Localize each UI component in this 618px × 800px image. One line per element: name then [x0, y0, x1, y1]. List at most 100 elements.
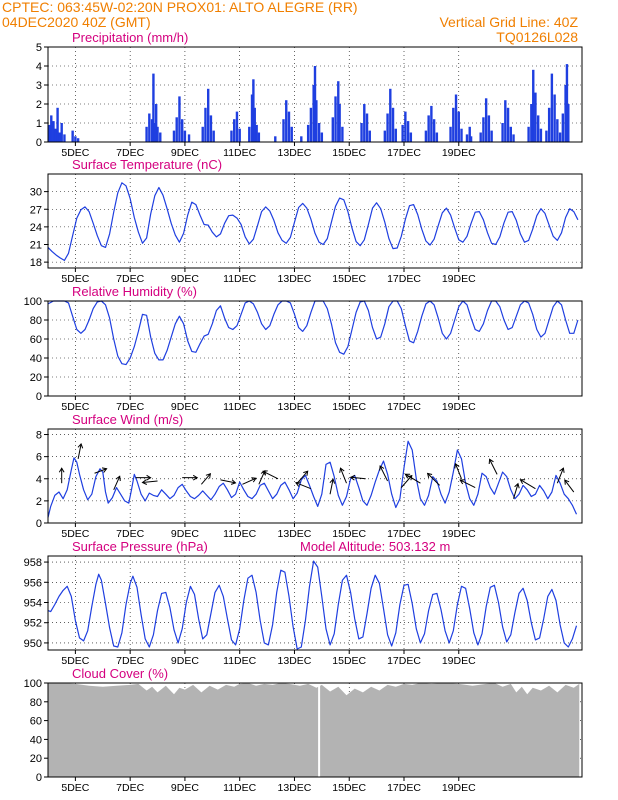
cloud-area [48, 683, 580, 777]
precip-bar [365, 113, 369, 142]
panel-rh: Relative Humidity (%) 0 20 40 60 80 100 5DEC 7DE… [24, 284, 583, 413]
panel-temp: Surface Temperature (nC) 18 21 24 27 30 5DEC 7D… [30, 157, 583, 285]
x-tick-label: 11DEC [223, 528, 256, 540]
x-tick-label: 15DEC [332, 273, 366, 285]
precip-bar [71, 130, 74, 142]
x-tick-label: 5DEC [61, 273, 89, 285]
precip-bar [424, 130, 428, 142]
x-tick-label: 17DEC [387, 782, 421, 794]
precip-bar [287, 111, 291, 142]
precip-bar [159, 132, 162, 142]
wind-arrow [520, 479, 536, 490]
precip-bar [460, 128, 463, 142]
x-tick-label: 9DEC [171, 273, 199, 285]
wind-arrow [295, 482, 312, 490]
y-tick-label: 0 [36, 518, 42, 530]
precip-bar [315, 100, 318, 142]
x-tick-label: 19DEC [442, 782, 476, 794]
x-tick-label: 5DEC [61, 782, 89, 794]
precip-bar [490, 130, 493, 142]
wind-arrow [489, 459, 498, 475]
y-tick-label: 6 [36, 452, 42, 464]
precip-bar [235, 111, 239, 142]
y-tick-label: 100 [24, 296, 42, 308]
x-tick-label: 11DEC [223, 655, 256, 667]
precip-bar [183, 130, 187, 142]
wind-arrow-head [349, 474, 356, 481]
y-tick-label: 8 [36, 430, 42, 442]
precip-bar [207, 88, 210, 142]
x-tick-label: 17DEC [387, 273, 421, 285]
precip-bar [180, 119, 184, 142]
precip-bar [238, 128, 241, 142]
precip-bar [427, 115, 430, 142]
precip-bar [558, 132, 562, 142]
precip-bar [430, 105, 433, 142]
precip-bar [457, 111, 460, 142]
wind-arrow-head [454, 462, 460, 469]
precip-bar [539, 128, 543, 142]
y-tick-label: 0 [36, 772, 42, 784]
wind-arrow-head [459, 479, 465, 485]
precip-bar [383, 130, 387, 142]
wind-arrow-head [514, 482, 520, 489]
y-tick-label: 0 [36, 137, 42, 149]
wind-arrow [400, 475, 413, 488]
wind-arrow [113, 476, 121, 491]
precip-bar [257, 132, 261, 142]
x-tick-label: 13DEC [278, 273, 312, 285]
wind-arrow-head [404, 473, 411, 479]
precip-bar [156, 126, 159, 142]
wind-arrow-head [339, 467, 345, 473]
precip-bar [404, 111, 407, 142]
x-tick-label: 7DEC [116, 273, 144, 285]
precip-bar [56, 107, 59, 142]
precip-bar [150, 119, 154, 142]
wind-arrow [94, 468, 107, 474]
precip-bar [313, 66, 317, 142]
panel-title: Surface Pressure (hPa) [72, 539, 208, 554]
series-line [47, 300, 579, 366]
wind-arrow-head [58, 467, 65, 473]
precip-bar [534, 92, 537, 142]
wind-arrow-head [379, 465, 385, 471]
precip-bar [527, 126, 530, 142]
precip-bar [389, 88, 392, 142]
y-tick-label: 60 [30, 716, 42, 728]
precip-bar [74, 136, 77, 142]
panel-frame [47, 555, 583, 651]
y-tick-label: 27 [30, 204, 42, 216]
precip-bar [468, 126, 471, 142]
x-tick-label: 19DEC [442, 273, 476, 285]
precip-bar [487, 115, 491, 142]
panel-title: Relative Humidity (%) [72, 284, 197, 299]
precip-bar [509, 126, 512, 142]
precip-bar [334, 96, 337, 142]
y-tick-label: 3 [36, 80, 42, 92]
wind-arrow-head [205, 473, 212, 479]
wind-arrow [200, 473, 211, 485]
y-tick-label: 80 [30, 315, 42, 327]
precip-bar [504, 100, 507, 142]
y-tick-label: 4 [36, 61, 42, 73]
panel-annotation: Model Altitude: 503.132 m [300, 539, 450, 554]
y-tick-label: 2 [36, 496, 42, 508]
precip-bar [306, 124, 310, 142]
precip-bar [54, 128, 57, 142]
precip-bar [255, 124, 258, 142]
precip-bar [204, 107, 207, 142]
header-date: 04DEC2020 40Z (GMT) [2, 14, 151, 30]
x-tick-label: 17DEC [387, 401, 421, 413]
precip-bar [401, 124, 404, 142]
precip-bar [233, 119, 236, 142]
wind-arrow-head [77, 442, 84, 449]
precip-bar [556, 119, 559, 142]
series-line [47, 440, 578, 518]
header-code: TQ0126L028 [496, 29, 578, 45]
x-tick-label: 13DEC [278, 782, 312, 794]
precip-bar [212, 130, 215, 142]
precip-bar [567, 104, 570, 142]
precip-bar [564, 85, 567, 142]
precip-bar [230, 130, 233, 142]
series-line [47, 560, 578, 650]
